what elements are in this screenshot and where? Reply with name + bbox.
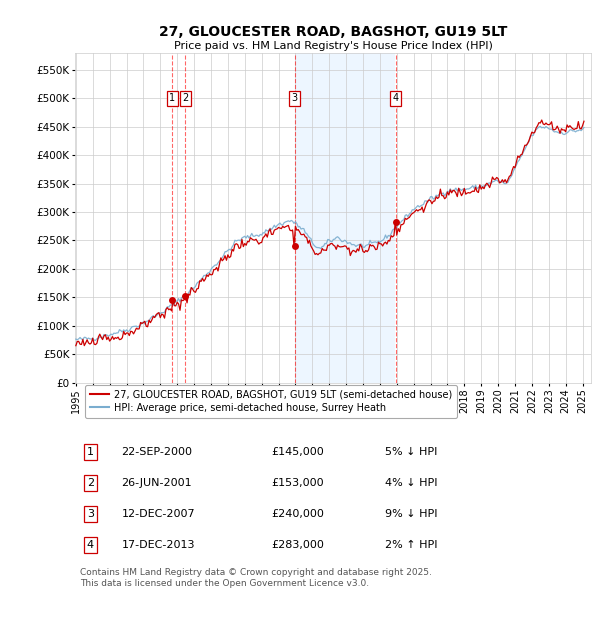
Text: 3: 3 [87, 509, 94, 519]
Text: 4: 4 [87, 540, 94, 550]
Text: 1: 1 [87, 447, 94, 457]
Text: 4% ↓ HPI: 4% ↓ HPI [385, 478, 437, 488]
Text: 17-DEC-2013: 17-DEC-2013 [121, 540, 195, 550]
Text: 22-SEP-2000: 22-SEP-2000 [121, 447, 193, 457]
Text: 4: 4 [393, 93, 399, 103]
Text: 2% ↑ HPI: 2% ↑ HPI [385, 540, 437, 550]
Text: 12-DEC-2007: 12-DEC-2007 [121, 509, 195, 519]
Text: £240,000: £240,000 [271, 509, 324, 519]
Text: 1: 1 [169, 93, 176, 103]
Text: £283,000: £283,000 [271, 540, 324, 550]
Text: 2: 2 [87, 478, 94, 488]
Text: 26-JUN-2001: 26-JUN-2001 [121, 478, 192, 488]
Text: 3: 3 [292, 93, 298, 103]
Text: 5% ↓ HPI: 5% ↓ HPI [385, 447, 437, 457]
Legend: 27, GLOUCESTER ROAD, BAGSHOT, GU19 5LT (semi-detached house), HPI: Average price: 27, GLOUCESTER ROAD, BAGSHOT, GU19 5LT (… [85, 385, 457, 417]
Text: Price paid vs. HM Land Registry's House Price Index (HPI): Price paid vs. HM Land Registry's House … [173, 41, 493, 51]
Text: 9% ↓ HPI: 9% ↓ HPI [385, 509, 437, 519]
Text: 27, GLOUCESTER ROAD, BAGSHOT, GU19 5LT: 27, GLOUCESTER ROAD, BAGSHOT, GU19 5LT [159, 25, 507, 39]
Text: 2: 2 [182, 93, 188, 103]
Text: £153,000: £153,000 [271, 478, 324, 488]
Text: £145,000: £145,000 [271, 447, 324, 457]
Text: Contains HM Land Registry data © Crown copyright and database right 2025.
This d: Contains HM Land Registry data © Crown c… [80, 569, 432, 588]
